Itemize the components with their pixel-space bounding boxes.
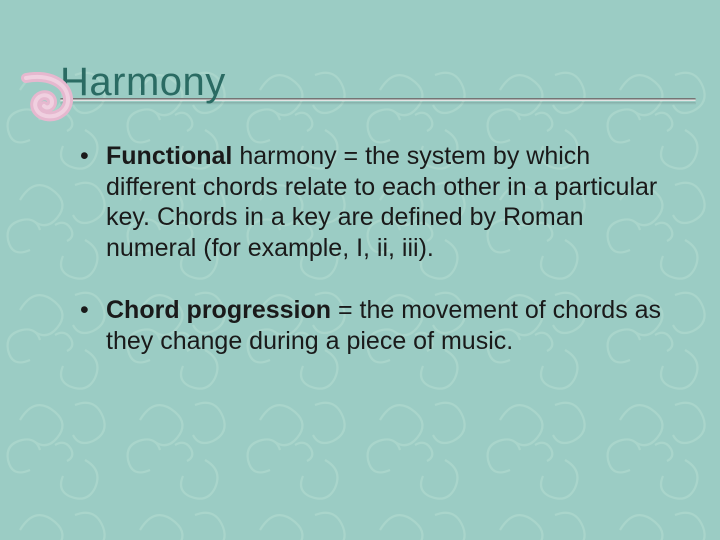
bullet-list: Functional harmony = the system by which… [60,141,680,356]
bullet-term: Chord progression [106,296,331,324]
bullet-item: Chord progression = the movement of chor… [80,295,680,356]
slide-title: Harmony [60,60,680,105]
bullet-term: Functional [106,142,232,170]
bullet-item: Functional harmony = the system by which… [80,141,680,263]
slide-content: Harmony Functional harmony = the system … [0,60,720,356]
corner-decoration [18,72,78,122]
